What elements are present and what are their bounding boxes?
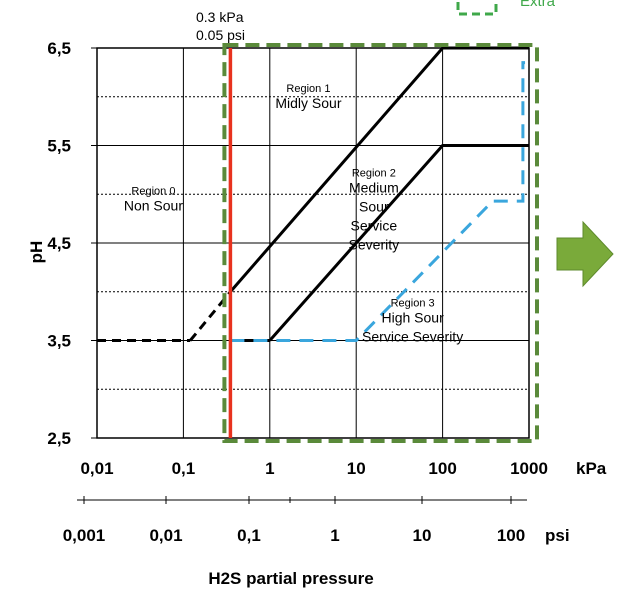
threshold-label-psi: 0.05 psi (196, 27, 245, 43)
x-tick-label: 1000 (510, 459, 548, 478)
y-tick-label: 6,5 (47, 39, 71, 58)
region-number: Region 1 (286, 83, 330, 95)
x-axis-title: H2S partial pressure (208, 569, 373, 588)
y-tick-label: 3,5 (47, 332, 71, 351)
threshold-label-kpa: 0.3 kPa (196, 9, 244, 25)
series-line (229, 46, 529, 293)
legend-label: Extra (520, 0, 556, 10)
psi-tick-label: 1 (330, 526, 339, 545)
x-unit-psi: psi (545, 526, 570, 545)
region-number: Region 0 (131, 185, 175, 197)
region-desc: Service (350, 218, 397, 234)
x-tick-label: 0,01 (80, 459, 113, 478)
arrow-shape (556, 220, 614, 288)
psi-tick-label: 0,1 (237, 526, 261, 545)
x-tick-label: 10 (347, 459, 366, 478)
x-tick-label: 0,1 (172, 459, 196, 478)
psi-tick-label: 10 (413, 526, 432, 545)
x-tick-label: 1 (265, 459, 274, 478)
region-number: Region 3 (391, 297, 435, 309)
region-desc: Severity (349, 237, 400, 253)
region-number: Region 2 (352, 168, 396, 180)
psi-tick-label: 100 (497, 526, 525, 545)
y-tick-label: 5,5 (47, 137, 71, 156)
y-tick-label: 4,5 (47, 234, 71, 253)
y-tick-label: 2,5 (47, 429, 71, 448)
y-axis-title: pH (27, 241, 46, 264)
series-line (230, 61, 526, 342)
labels: 2,5 3,5 4,5 5,5 6,5 0,01 0,1 1 10 100 1000 Region 1… (47, 39, 548, 478)
overlays (222, 43, 540, 443)
legend-swatch (456, 0, 498, 16)
region-desc: Sour (359, 199, 389, 215)
region-desc: Service Severity (362, 328, 463, 344)
region-desc: High Sour (382, 309, 445, 325)
highlight-box (222, 43, 540, 443)
psi-tick-label: 0,001 (63, 526, 106, 545)
x-unit-kpa: kPa (576, 459, 607, 478)
series-line (268, 144, 529, 342)
region-desc: Non Sour (124, 197, 183, 213)
region-desc: Medium (349, 180, 399, 196)
psi-axis-ticks: 0,001 0,01 0,1 1 10 100 (63, 496, 525, 545)
region-desc: Midly Sour (275, 95, 341, 111)
x-tick-label: 100 (428, 459, 456, 478)
psi-tick-label: 0,01 (149, 526, 182, 545)
